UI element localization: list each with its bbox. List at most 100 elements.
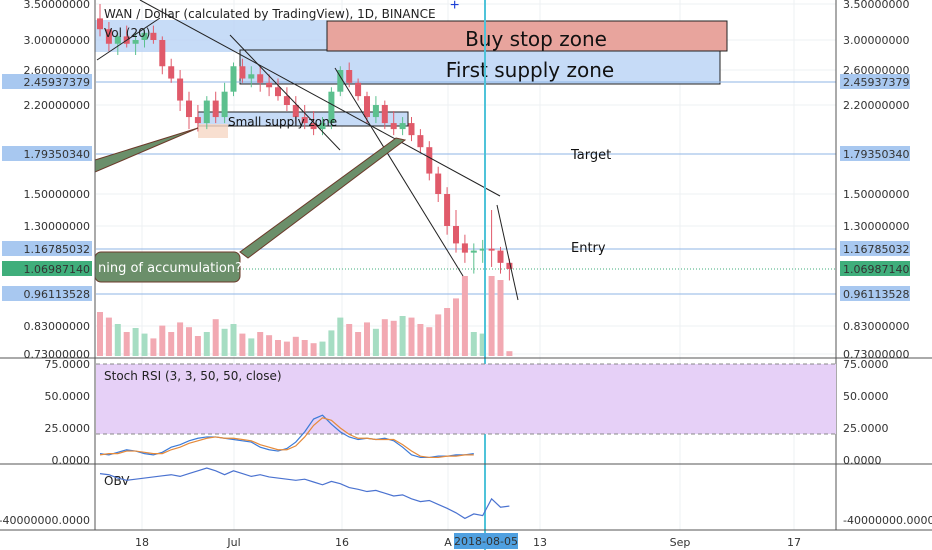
price-level-label-left: 2.45937379 (24, 76, 90, 89)
obv-label: OBV (104, 474, 130, 488)
time-tick: 17 (787, 536, 801, 549)
candlesticks (97, 4, 513, 281)
candle-body (408, 123, 415, 136)
price-tick-right: 0.73000000 (843, 348, 909, 361)
candle-body (203, 100, 210, 124)
candle-body (159, 40, 166, 67)
time-tick: Jul (226, 536, 240, 549)
candle-body (221, 91, 228, 118)
price-tick-right: 2.20000000 (843, 99, 909, 112)
volume-bar (292, 336, 299, 356)
price-level-box-right (840, 74, 910, 89)
candle-body (479, 248, 486, 251)
stoch-rsi-band (96, 364, 836, 434)
volume-bar (381, 319, 388, 356)
volume-bar (248, 338, 255, 356)
stoch-tick-right: 75.0000 (843, 358, 889, 371)
stoch-tick-left: 50.0000 (45, 390, 91, 403)
obv-tick-left: -40000000.0000 (0, 514, 90, 527)
volume-bar (399, 316, 406, 356)
volume-bar (453, 298, 459, 356)
volume-bar (328, 330, 335, 356)
stoch-tick-left: 0.0000 (52, 454, 91, 467)
price-level-box-left (2, 241, 92, 256)
volume-bar (337, 317, 344, 356)
stoch-d-line (99, 417, 474, 459)
time-tick: 16 (335, 536, 349, 549)
price-level-label-left: 1.16785032 (24, 243, 90, 256)
price-tick-right: 1.30000000 (843, 220, 909, 233)
small-orange-zone (198, 124, 228, 138)
time-tick: A (444, 536, 452, 549)
candle-body (417, 135, 424, 148)
candle-body (328, 91, 335, 124)
candle-body (444, 194, 451, 226)
candle-body (132, 40, 139, 44)
price-level-label-right: 1.79350340 (843, 148, 909, 161)
volume-bar (364, 322, 370, 356)
small-supply-label: Small supply zone (228, 115, 337, 129)
volume-bar (444, 308, 451, 356)
candle-body (426, 147, 433, 174)
candle-body (506, 262, 513, 269)
volume-bar (488, 276, 495, 356)
volume-bar (283, 341, 290, 356)
candle-body (301, 117, 308, 124)
price-tick-left: 0.73000000 (24, 348, 90, 361)
candle-body (497, 250, 504, 263)
volume-bar (239, 333, 246, 356)
stoch-tick-left: 25.0000 (45, 422, 91, 435)
volume-bar (105, 317, 112, 356)
volume-bar (123, 332, 130, 356)
candle-body (212, 100, 219, 118)
volume-bar (390, 320, 397, 356)
stoch-tick-right: 0.0000 (843, 454, 882, 467)
time-tick: 18 (135, 536, 149, 549)
volume-bar (470, 332, 477, 356)
price-tick-right: 1.50000000 (843, 188, 909, 201)
candle-body (239, 66, 246, 79)
candle-body (364, 96, 370, 118)
obv-line (99, 467, 510, 520)
arrow-shape-2 (239, 137, 407, 259)
candle-body (266, 82, 273, 88)
volume-bar (301, 340, 308, 356)
candle-body (461, 243, 468, 253)
volume-bar (212, 319, 219, 356)
candle-body (186, 100, 192, 118)
candle-body (141, 32, 148, 40)
volume-bar (417, 324, 424, 356)
candle-body (248, 74, 255, 79)
candle-body (97, 18, 103, 30)
candle-body (114, 36, 121, 44)
volume-bar (346, 324, 353, 356)
volume-bar (186, 327, 192, 356)
price-tick-left: 2.60000000 (24, 64, 90, 77)
volume-indicator-label: Vol (20) (104, 26, 150, 40)
callout-text: ning of accumulation? (98, 261, 242, 276)
stoch-rsi-label: Stoch RSI (3, 3, 50, 50, close) (104, 369, 282, 383)
time-tick: 13 (533, 536, 547, 549)
volume-bar (479, 333, 486, 356)
obv-line-path (99, 467, 510, 520)
price-tick-left: 3.00000000 (24, 34, 90, 47)
volume-bar (506, 351, 513, 356)
first-supply-zone (239, 49, 721, 85)
volume-bar (372, 328, 379, 356)
obv-tick-right: -40000000.0000 (843, 514, 932, 527)
volume-bar (159, 325, 166, 356)
current-date-box (454, 533, 518, 549)
price-level-label-left: 0.96113528 (24, 288, 90, 301)
first-supply-label: First supply zone (446, 58, 614, 82)
volume-bar (461, 276, 468, 356)
price-level-label-right: 1.16785032 (843, 243, 909, 256)
volume-bar (426, 327, 433, 356)
candle-body (372, 105, 379, 118)
candle-body (470, 250, 477, 253)
price-tick-right: 3.00000000 (843, 34, 909, 47)
trend-line-2 (229, 34, 341, 151)
volume-bar (194, 336, 201, 356)
volume-bar (275, 340, 281, 356)
